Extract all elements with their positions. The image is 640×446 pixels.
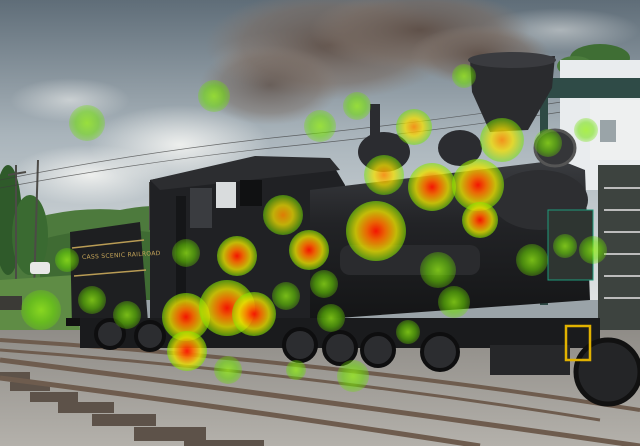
cloud [10,145,170,205]
smoke-plume [200,0,550,125]
fence [0,296,22,310]
smokestack [468,52,556,132]
cloud [10,78,130,122]
parked-car [30,262,50,274]
railroad-ties [0,372,264,446]
